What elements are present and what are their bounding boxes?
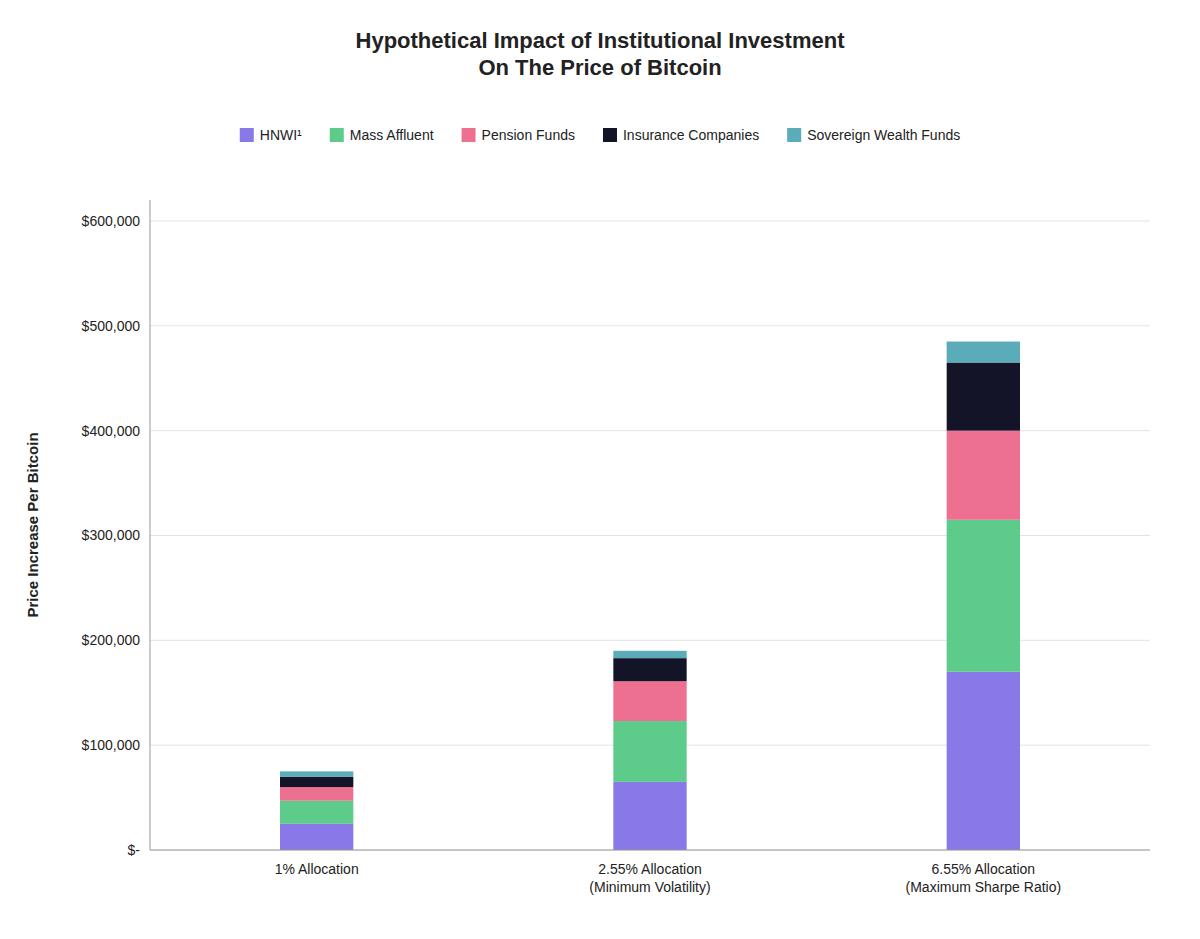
y-tick-label: $600,000 [82,213,141,229]
background [0,0,1200,939]
legend-swatch [462,128,476,142]
bar-segment [280,777,353,787]
text-line: 1% Allocation [275,861,359,877]
grid-line [150,220,1150,221]
y-axis-label: Price Increase Per Bitcoin [24,432,41,617]
y-tick-label: $500,000 [82,318,141,334]
bar-segment [947,342,1020,363]
bar-segment [947,363,1020,431]
x-tick-label: 1% Allocation [275,861,359,877]
bar-segment [280,824,353,850]
text-line: Hypothetical Impact of Institutional Inv… [356,28,846,53]
grid [150,221,1150,850]
chart-title: Hypothetical Impact of Institutional Inv… [356,28,846,80]
y-tick-label: $100,000 [82,737,141,753]
bar-segment [947,431,1020,520]
text-line: (Maximum Sharpe Ratio) [906,879,1062,895]
legend: HNWI¹ Mass Affluent Pension Funds Insurance… [240,127,960,143]
legend-item: HNWI¹ [240,127,302,143]
bar-segment [947,672,1020,850]
x-axis-line [150,850,1150,851]
text-line: 6.55% Allocation [932,861,1036,877]
bar-segment [280,801,353,824]
bar-segment [613,721,686,782]
legend-label: Mass Affluent [350,127,434,143]
bar-segment [613,651,686,658]
legend-label: Pension Funds [482,127,575,143]
y-tick-label: $200,000 [82,632,141,648]
bar-segment [947,520,1020,672]
x-tick-label: 2.55% Allocation (Minimum Volatility) [589,861,710,895]
legend-item: Insurance Companies [603,127,759,143]
text-line: On The Price of Bitcoin [478,55,721,80]
x-tick-label: 6.55% Allocation (Maximum Sharpe Ratio) [906,861,1062,895]
chart-svg: Hypothetical Impact of Institutional Inv… [0,0,1200,939]
text-line: 2.55% Allocation [598,861,702,877]
legend-label: Sovereign Wealth Funds [807,127,960,143]
x-axis: 1% Allocation 2.55% Allocation (Minimum Vo… [275,861,1062,895]
y-tick-label: $300,000 [82,527,141,543]
y-tick-label: $400,000 [82,423,141,439]
text-line: (Minimum Volatility) [589,879,710,895]
legend-item: Sovereign Wealth Funds [787,127,960,143]
legend-swatch [330,128,344,142]
bar-segment [613,681,686,721]
bar-segment [613,782,686,850]
legend-swatch [240,128,254,142]
legend-item: Mass Affluent [330,127,434,143]
legend-item: Pension Funds [462,127,575,143]
bar-segment [280,787,353,801]
grid-line [150,850,1150,851]
legend-label: Insurance Companies [623,127,759,143]
legend-swatch [603,128,617,142]
bar-segment [280,771,353,776]
legend-label: HNWI¹ [260,127,302,143]
y-axis: $- $100,000 $200,000 $300,000 $400,000 $500,0… [82,213,141,858]
grid-line [150,325,1150,326]
bars [280,342,1020,850]
legend-swatch [787,128,801,142]
bar-segment [613,658,686,681]
y-axis-line [150,200,151,850]
y-tick-label: $- [128,842,141,858]
